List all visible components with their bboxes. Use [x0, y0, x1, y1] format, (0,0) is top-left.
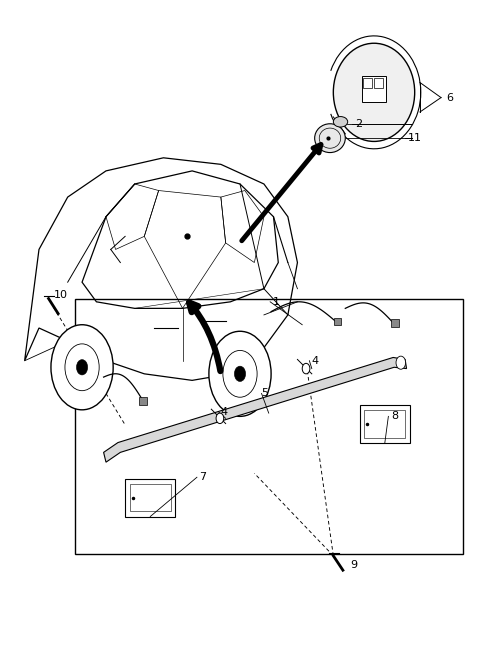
Ellipse shape — [333, 117, 348, 127]
Bar — [364, 411, 405, 438]
Text: 6: 6 — [446, 92, 453, 102]
Polygon shape — [104, 358, 407, 462]
Text: 2: 2 — [355, 119, 362, 129]
Ellipse shape — [333, 43, 415, 142]
Bar — [374, 78, 383, 89]
Bar — [125, 479, 175, 516]
Ellipse shape — [315, 124, 345, 153]
Bar — [391, 319, 399, 327]
Bar — [140, 398, 147, 405]
Circle shape — [209, 331, 271, 417]
FancyArrowPatch shape — [242, 144, 321, 241]
Circle shape — [234, 366, 246, 382]
Text: 10: 10 — [54, 290, 68, 300]
Circle shape — [216, 413, 224, 424]
Bar — [363, 78, 372, 89]
Text: 4: 4 — [221, 407, 228, 417]
Bar — [362, 76, 386, 102]
Text: 11: 11 — [408, 133, 421, 143]
Text: 5: 5 — [262, 388, 268, 398]
Text: 1: 1 — [273, 297, 279, 307]
Circle shape — [76, 359, 88, 375]
Bar — [130, 483, 170, 511]
Circle shape — [396, 356, 406, 369]
Bar — [75, 298, 463, 554]
Bar — [334, 318, 341, 325]
Text: 8: 8 — [391, 411, 398, 421]
Bar — [360, 405, 410, 443]
Text: 9: 9 — [350, 560, 357, 570]
Text: 4: 4 — [312, 356, 319, 366]
Circle shape — [302, 363, 310, 374]
FancyArrowPatch shape — [189, 302, 220, 371]
Circle shape — [51, 325, 113, 410]
Text: 7: 7 — [199, 472, 206, 482]
